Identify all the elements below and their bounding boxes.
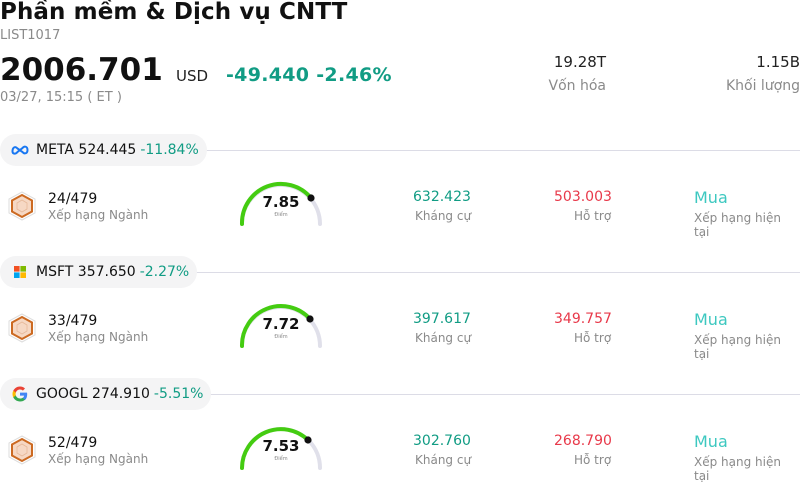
market-cap-value: 19.28T: [553, 53, 606, 71]
score-gauge: 7.53 Điểm: [236, 422, 326, 472]
ticker-change: -5.51%: [153, 386, 204, 402]
divider: [210, 394, 800, 395]
ticker-change: -11.84%: [140, 142, 199, 158]
ticker: META: [36, 142, 74, 158]
industry-rank-label: Xếp hạng Ngành: [48, 208, 149, 222]
volume-value: 1.15B: [756, 53, 800, 71]
market-cap-label: Vốn hóa: [548, 78, 606, 94]
score-label: Điểm: [274, 456, 288, 462]
current-rating-value: Mua: [694, 432, 728, 451]
stock-chip-msft[interactable]: MSFT 357.650 -2.27%: [0, 256, 198, 288]
industry-rank-hexagon-icon: [8, 191, 36, 221]
support-label: Hỗ trợ: [574, 209, 612, 223]
microsoft-logo-icon: [11, 263, 29, 281]
resistance-value: 632.423: [413, 189, 471, 205]
ticker-price: 357.650: [77, 264, 136, 280]
divider: [196, 272, 800, 273]
timestamp: 03/27, 15:15 ( ET ): [0, 90, 122, 105]
support-label: Hỗ trợ: [574, 331, 612, 345]
score-value: 7.85: [262, 193, 300, 211]
index-price: 2006.701: [0, 52, 163, 88]
divider: [200, 150, 800, 151]
score-label: Điểm: [274, 334, 288, 340]
gauge-arc-icon: [239, 304, 322, 348]
price-change: -49.440 -2.46%: [226, 64, 392, 86]
ticker-price: 524.445: [78, 142, 137, 158]
ticker: GOOGL: [36, 386, 88, 402]
industry-rank-value: 33/479: [48, 313, 98, 329]
volume-label: Khối lượng: [725, 78, 800, 94]
score-gauge: 7.72 Điểm: [236, 300, 326, 350]
support-label: Hỗ trợ: [574, 453, 612, 467]
current-rating-value: Mua: [694, 310, 728, 329]
support-value: 349.757: [554, 311, 612, 327]
stock-chip-googl[interactable]: GOOGL 274.910 -5.51%: [0, 378, 212, 410]
industry-rank-label: Xếp hạng Ngành: [48, 452, 149, 466]
industry-rank-value: 24/479: [48, 191, 98, 207]
currency-label: USD: [176, 67, 209, 85]
resistance-label: Kháng cự: [415, 331, 472, 345]
current-rating-label: Xếp hạng hiện tại: [694, 455, 781, 483]
resistance-value: 302.760: [413, 433, 471, 449]
score-value: 7.53: [262, 437, 300, 455]
current-rating-label: Xếp hạng hiện tại: [694, 333, 781, 361]
support-value: 503.003: [554, 189, 612, 205]
page-title: Phần mềm & Dịch vụ CNTT: [0, 0, 348, 25]
score-label: Điểm: [274, 212, 288, 218]
google-logo-icon: [11, 385, 29, 403]
industry-rank-hexagon-icon: [8, 435, 36, 465]
gauge-arc-icon: [240, 427, 322, 470]
score-value: 7.72: [262, 315, 300, 333]
stock-chip-meta[interactable]: META 524.445 -11.84%: [0, 134, 207, 166]
resistance-value: 397.617: [413, 311, 471, 327]
support-value: 268.790: [554, 433, 612, 449]
index-code: LIST1017: [0, 28, 61, 43]
ticker-change: -2.27%: [139, 264, 190, 280]
resistance-label: Kháng cự: [415, 453, 472, 467]
current-rating-value: Mua: [694, 188, 728, 207]
industry-rank-hexagon-icon: [8, 313, 36, 343]
score-gauge: 7.85 Điểm: [236, 178, 326, 228]
current-rating-label: Xếp hạng hiện tại: [694, 211, 781, 239]
industry-rank-value: 52/479: [48, 435, 98, 451]
resistance-label: Kháng cự: [415, 209, 472, 223]
industry-rank-label: Xếp hạng Ngành: [48, 330, 149, 344]
change-percent: -2.46%: [316, 64, 392, 86]
gauge-arc-icon: [239, 181, 322, 226]
ticker: MSFT: [36, 264, 74, 280]
change-value: -49.440: [226, 64, 310, 86]
ticker-price: 274.910: [92, 386, 150, 402]
meta-logo-icon: [11, 141, 29, 159]
